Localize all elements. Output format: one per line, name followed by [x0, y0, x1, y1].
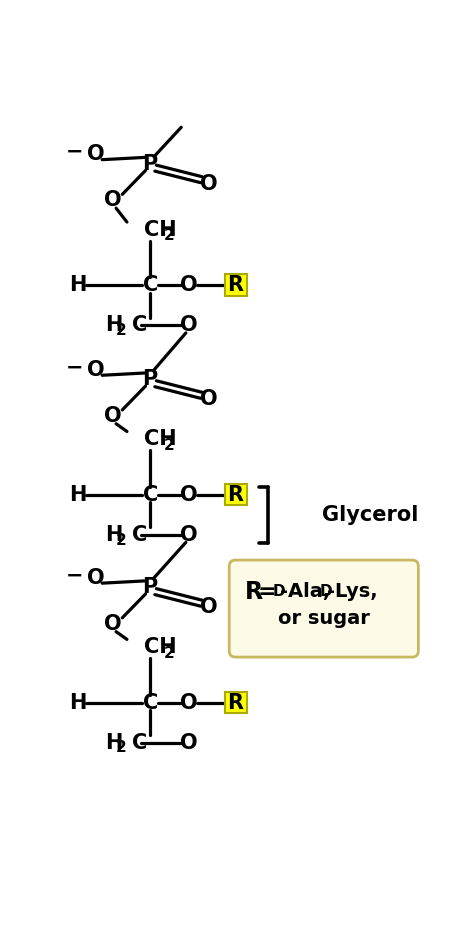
Bar [225, 484, 247, 506]
Text: O: O [104, 190, 122, 210]
Text: O: O [180, 732, 198, 753]
Text: 2: 2 [164, 645, 174, 661]
Text: O: O [180, 315, 198, 335]
Text: H: H [70, 275, 87, 295]
Text: 2: 2 [115, 532, 126, 547]
Text: O: O [180, 485, 198, 505]
Text: H: H [105, 315, 123, 335]
Text: O: O [199, 173, 217, 193]
Text: H: H [70, 692, 87, 712]
Text: C: C [133, 732, 148, 753]
Text: -Lys,: -Lys, [327, 582, 377, 601]
Text: H: H [70, 485, 87, 505]
Text: −: − [65, 142, 83, 162]
Text: R: R [227, 692, 243, 712]
Bar [225, 692, 247, 713]
Text: -Ala,: -Ala, [281, 582, 337, 601]
Text: C: C [142, 692, 158, 712]
Text: 2: 2 [164, 228, 174, 244]
Text: R: R [227, 485, 243, 505]
Text: O: O [199, 597, 217, 617]
Text: P: P [142, 577, 158, 597]
Text: P: P [142, 369, 158, 389]
Text: 2: 2 [115, 323, 126, 338]
Text: O: O [104, 407, 122, 426]
Text: O: O [87, 360, 105, 380]
Text: R: R [245, 580, 263, 604]
Text: −: − [65, 565, 83, 585]
Text: O: O [180, 692, 198, 712]
Text: D: D [319, 585, 332, 599]
Text: 2: 2 [115, 741, 126, 756]
Text: H: H [105, 732, 123, 753]
Text: or sugar: or sugar [278, 609, 370, 628]
Text: 2: 2 [164, 438, 174, 453]
Text: C: C [142, 485, 158, 505]
Text: O: O [87, 145, 105, 165]
Text: P: P [142, 153, 158, 173]
Text: C: C [133, 315, 148, 335]
Text: −: − [65, 358, 83, 378]
Text: O: O [199, 389, 217, 409]
Text: CH: CH [144, 220, 177, 240]
Text: H: H [105, 525, 123, 545]
Text: CH: CH [144, 429, 177, 449]
Text: C: C [142, 275, 158, 295]
Text: Glycerol: Glycerol [322, 506, 419, 526]
Text: D: D [273, 585, 285, 599]
Text: O: O [180, 525, 198, 545]
Bar [225, 274, 247, 296]
Text: O: O [180, 275, 198, 295]
Text: R: R [227, 275, 243, 295]
Text: C: C [133, 525, 148, 545]
Text: CH: CH [144, 637, 177, 657]
Text: O: O [87, 567, 105, 587]
Text: O: O [104, 614, 122, 634]
FancyBboxPatch shape [229, 560, 418, 657]
Text: =: = [257, 582, 276, 602]
